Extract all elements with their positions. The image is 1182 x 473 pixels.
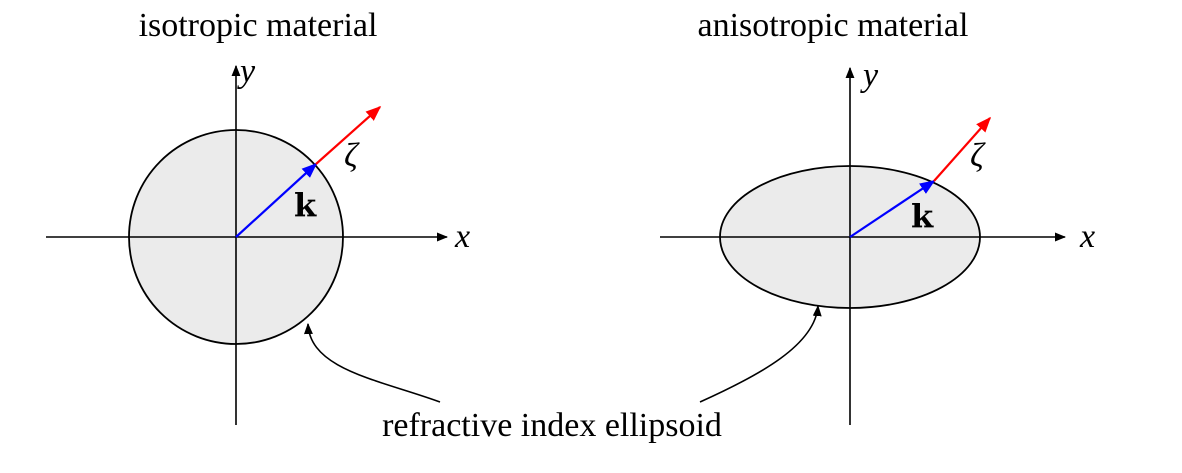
zeta-label: ζ: [970, 137, 986, 174]
zeta-vector: [933, 116, 992, 182]
panel-title: anisotropic material: [698, 7, 969, 44]
annotation-arrow-left: [303, 322, 441, 403]
annotation-label: refractive index ellipsoid: [382, 407, 722, 444]
zeta-label: ζ: [344, 137, 360, 174]
panel-title: isotropic material: [139, 7, 378, 44]
y-axis-label: y: [237, 53, 256, 90]
annotation-arrow-right: [699, 304, 822, 403]
zeta-vector: [315, 105, 382, 165]
k-vector: [849, 180, 936, 238]
isotropic-panel: isotropic material x y k ζ: [46, 7, 470, 425]
x-axis-label: x: [1079, 218, 1095, 255]
y-axis-label: y: [860, 57, 879, 94]
anisotropic-panel: anisotropic material x y k ζ: [660, 7, 1095, 425]
x-axis-label: x: [454, 218, 470, 255]
k-label: k: [911, 197, 934, 235]
k-vector: [235, 162, 318, 238]
k-label: k: [294, 186, 317, 224]
